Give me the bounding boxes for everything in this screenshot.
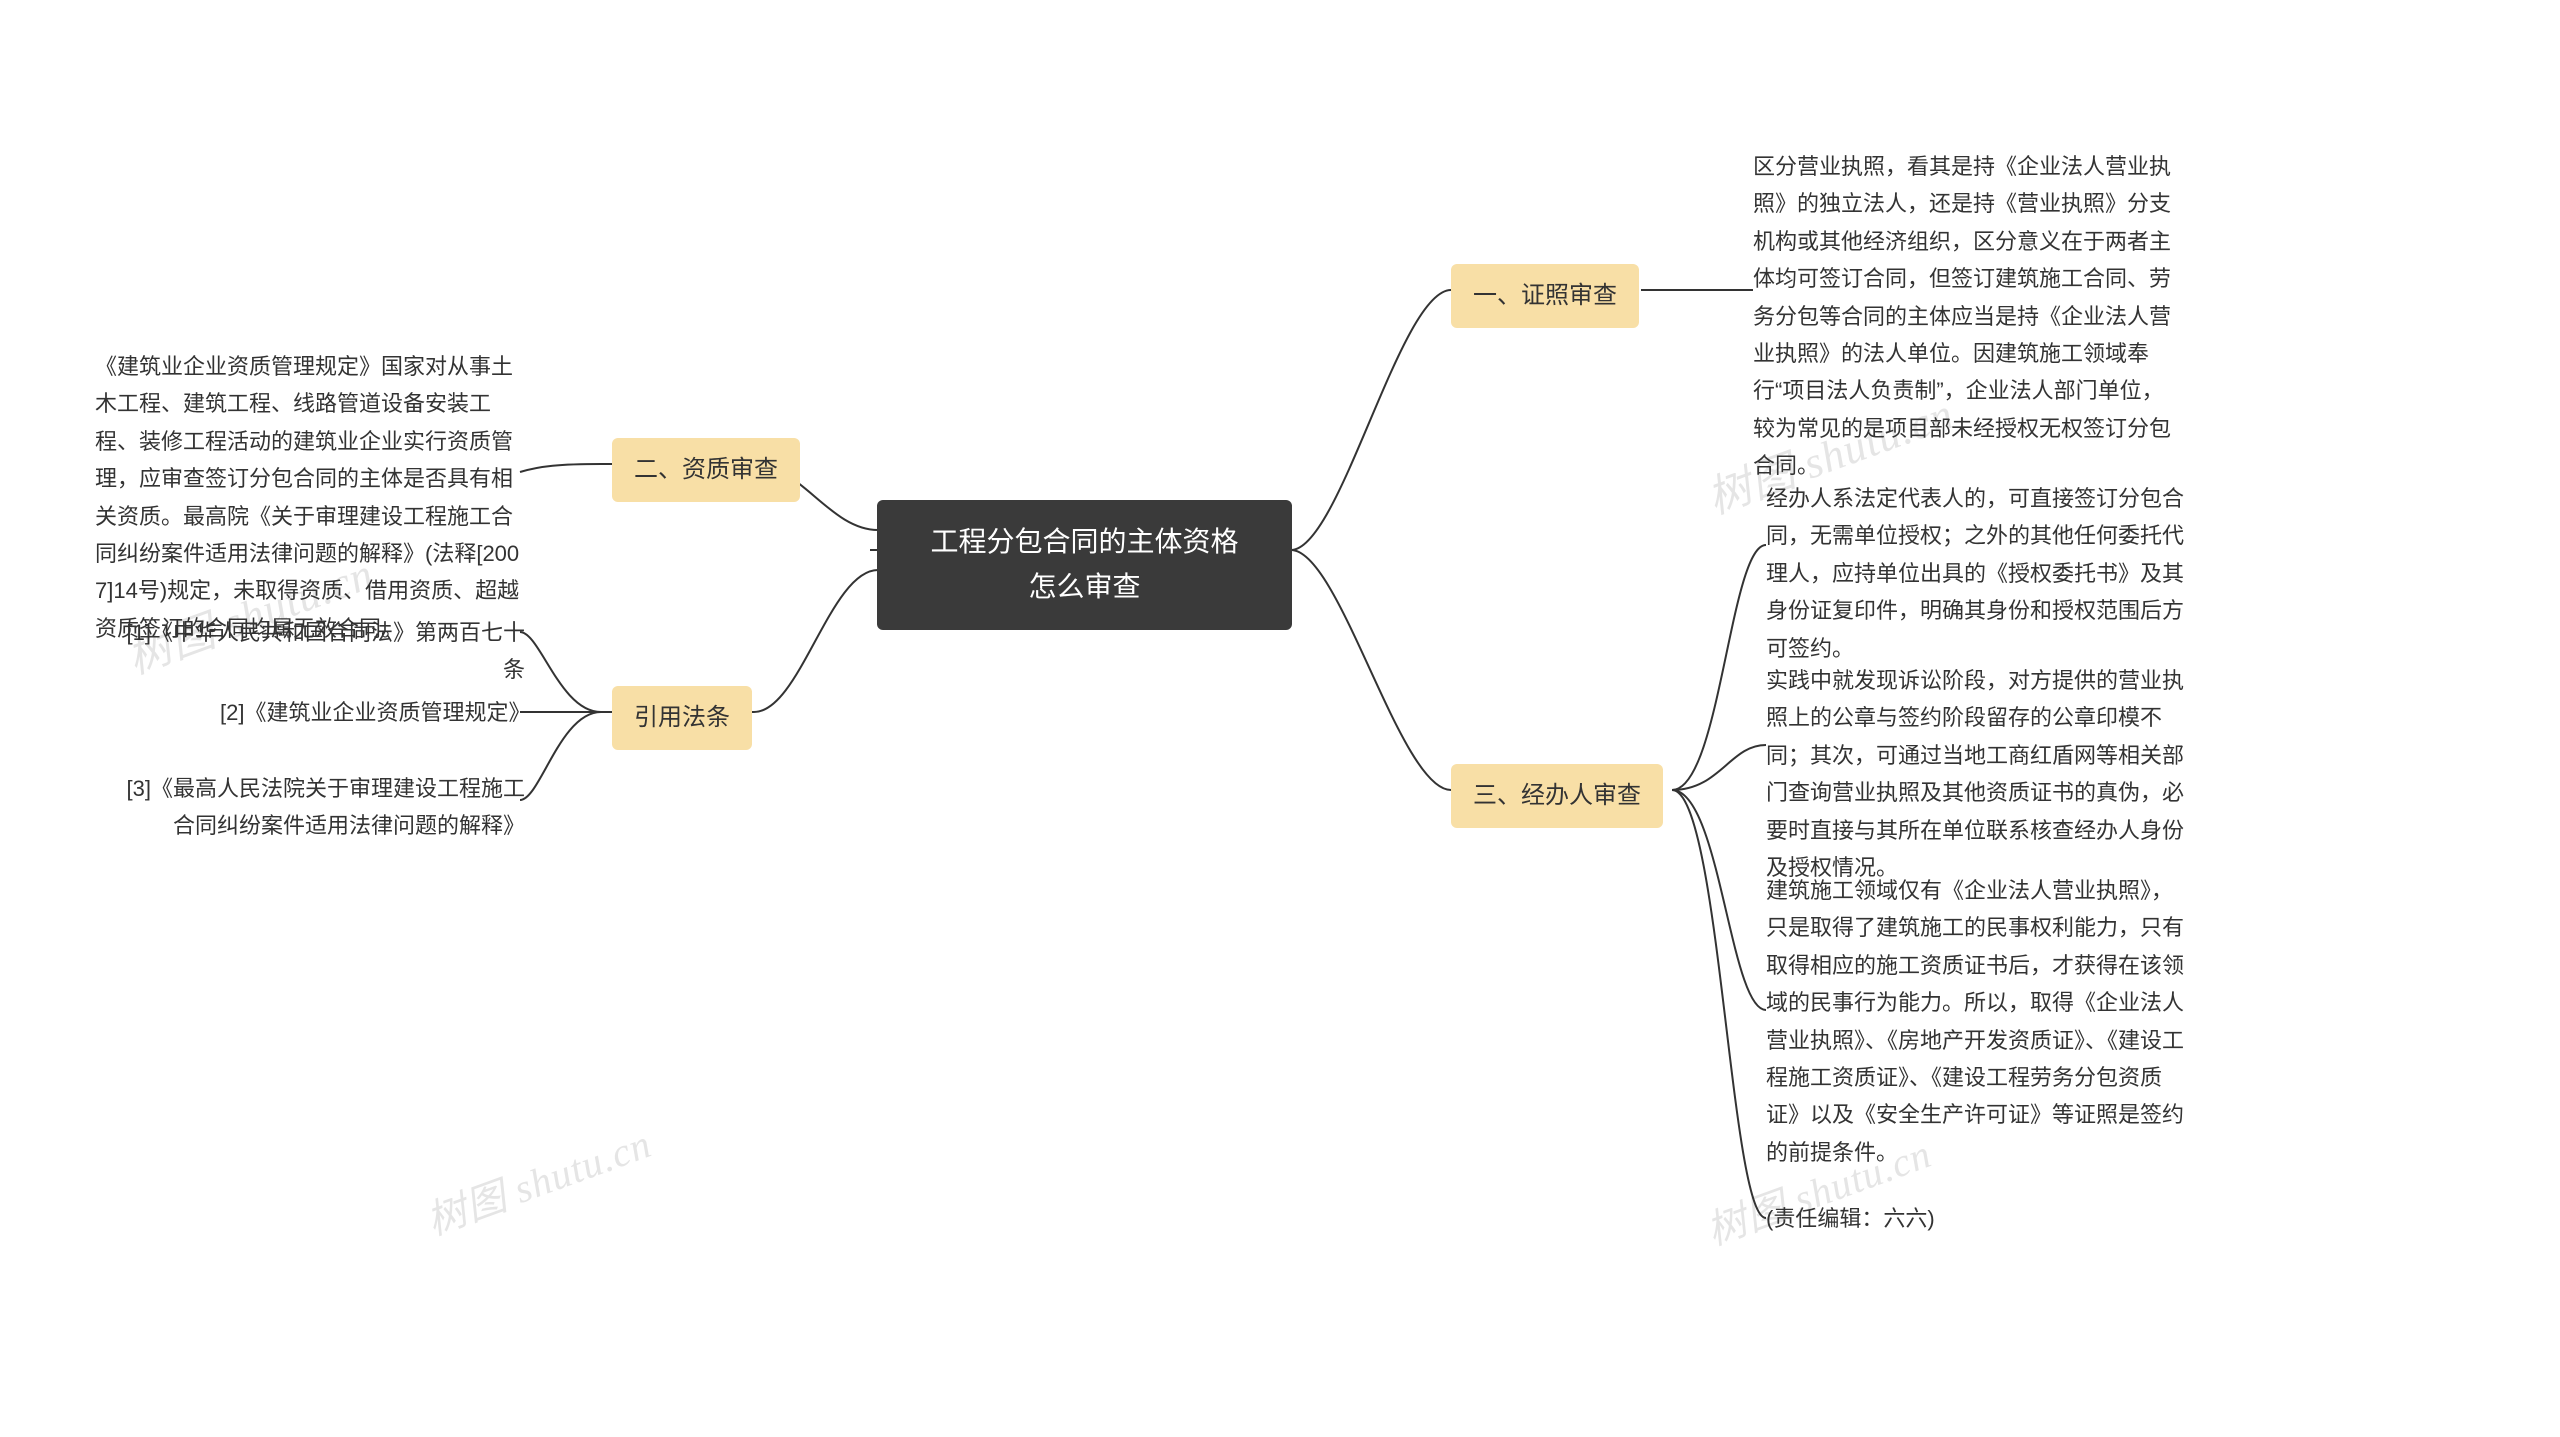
center-node: 工程分包合同的主体资格 怎么审查 xyxy=(877,500,1292,630)
leaf-law-2: [2]《建筑业企业资质管理规定》 xyxy=(220,694,525,731)
leaf-law-1: [1]《中华人民共和国合同法》第两百七十条 xyxy=(120,614,525,689)
leaf-handler-3: 建筑施工领域仅有《企业法人营业执照》，只是取得了建筑施工的民事权利能力，只有取得… xyxy=(1766,872,2188,1171)
branch-referenced-laws: 引用法条 xyxy=(612,686,752,750)
watermark: 树图 shutu.cn xyxy=(417,1111,658,1246)
leaf-handler-1: 经办人系法定代表人的，可直接签订分包合同，无需单位授权；之外的其他任何委托代理人… xyxy=(1766,480,2188,667)
leaf-handler-4: (责任编辑：六六) xyxy=(1766,1200,2188,1237)
leaf-license-detail: 区分营业执照，看其是持《企业法人营业执照》的独立法人，还是持《营业执照》分支机构… xyxy=(1753,148,2175,485)
leaf-qualification-detail: 《建筑业企业资质管理规定》国家对从事土木工程、建筑工程、线路管道设备安装工程、装… xyxy=(95,348,525,647)
leaf-law-3: [3]《最高人民法院关于审理建设工程施工合同纠纷案件适用法律问题的解释》 xyxy=(120,770,525,845)
branch-license-review: 一、证照审查 xyxy=(1451,264,1639,328)
branch-qualification-review: 二、资质审查 xyxy=(612,438,800,502)
leaf-handler-2: 实践中就发现诉讼阶段，对方提供的营业执照上的公章与签约阶段留存的公章印模不同；其… xyxy=(1766,662,2188,886)
branch-handler-review: 三、经办人审查 xyxy=(1451,764,1663,828)
